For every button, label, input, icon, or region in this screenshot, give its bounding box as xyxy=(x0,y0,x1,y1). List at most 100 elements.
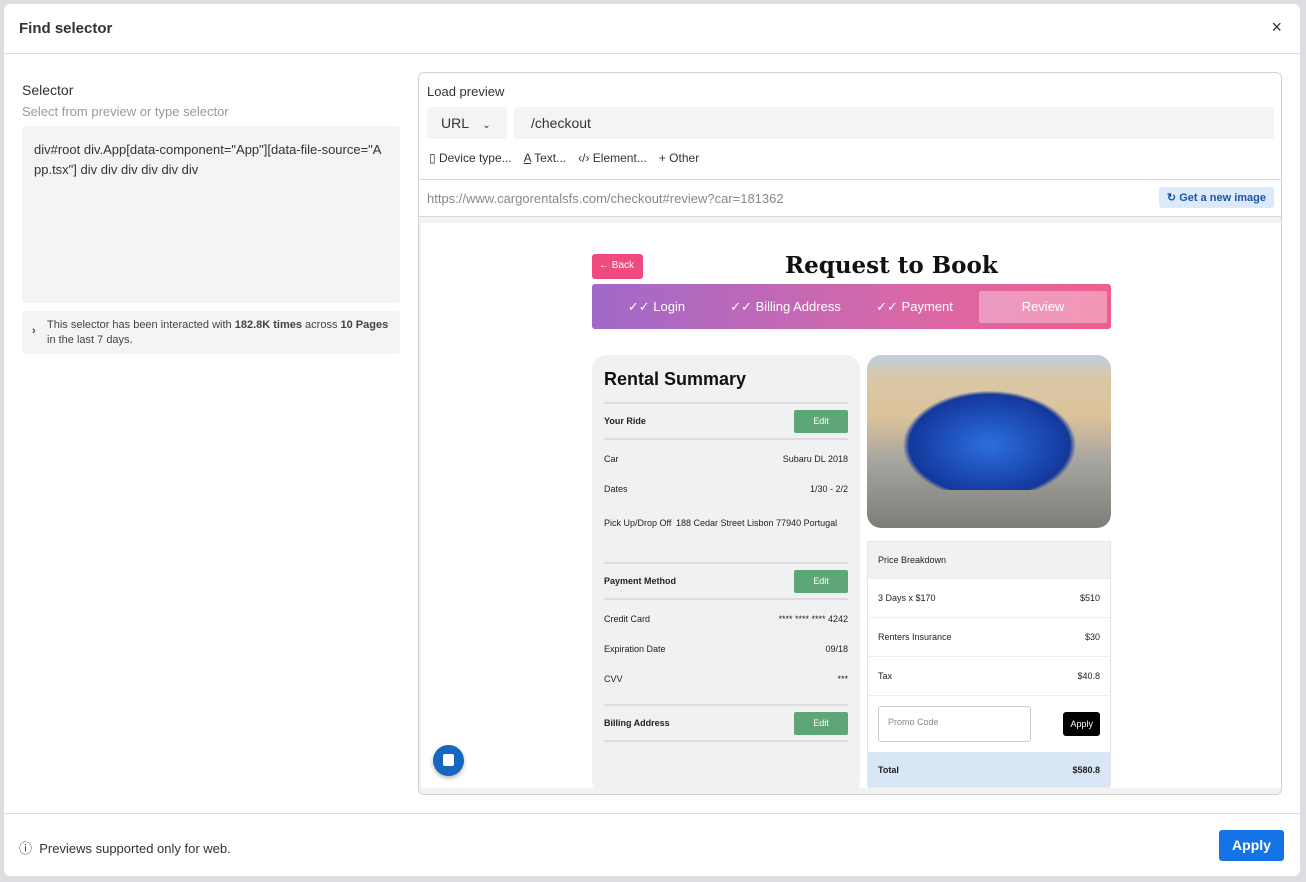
total-label: Total xyxy=(878,764,899,775)
info-text: in the last 7 days. xyxy=(47,334,133,346)
preview-frame: ← Back Request to Book ✓✓ Login ✓✓ Billi… xyxy=(419,217,1281,794)
row-value: 188 Cedar Street Lisbon 77940 Portugal xyxy=(676,518,838,528)
info-text: across xyxy=(301,319,341,331)
promo-row: Promo Code Apply xyxy=(868,696,1110,752)
preview-page[interactable]: ← Back Request to Book ✓✓ Login ✓✓ Billi… xyxy=(421,223,1281,788)
step-label: Payment xyxy=(901,298,953,314)
price-value: $40.8 xyxy=(1077,671,1100,681)
load-preview-label: Load preview xyxy=(427,84,505,99)
preview-panel: Load preview URL ⌄ /checkout ▯ Device ty… xyxy=(418,72,1282,795)
refresh-icon: ↻ xyxy=(1166,192,1177,204)
dialog-header: Find selector × xyxy=(4,4,1300,54)
promo-apply-button[interactable]: Apply xyxy=(1063,712,1100,736)
chat-icon[interactable] xyxy=(433,745,464,776)
back-label: Back xyxy=(611,260,635,271)
price-row: Tax $40.8 xyxy=(868,657,1110,696)
selector-usage-info[interactable]: › This selector has been interacted with… xyxy=(22,311,400,354)
chevron-right-icon[interactable]: › xyxy=(32,325,36,337)
option-label: Device type... xyxy=(438,151,512,165)
edit-billing-button[interactable]: Edit xyxy=(794,711,848,735)
device-type-option[interactable]: ▯ Device type... xyxy=(429,151,512,165)
rental-summary: Rental Summary Your Ride Edit Car Subaru D… xyxy=(592,355,860,788)
price-row: 3 Days x $170 $510 xyxy=(868,579,1110,618)
element-option[interactable]: ‹/› Element... xyxy=(578,151,647,165)
your-ride-section: Your Ride Edit xyxy=(604,402,848,440)
row-label: Car xyxy=(604,454,619,464)
get-new-image-button[interactable]: ↻ Get a new image xyxy=(1158,187,1274,208)
price-header: Price Breakdown xyxy=(868,542,1110,579)
info-icon: ⓘ xyxy=(19,841,33,856)
back-button[interactable]: ← Back xyxy=(592,254,643,279)
price-label: 3 Days x $170 xyxy=(878,593,936,603)
summary-title: Rental Summary xyxy=(604,369,747,389)
text-option[interactable]: A Text... xyxy=(523,151,567,165)
info-pages: 10 Pages xyxy=(340,319,389,331)
apply-button[interactable]: Apply xyxy=(1219,830,1284,861)
step-label: Login xyxy=(653,298,686,314)
step-review[interactable]: Review xyxy=(979,290,1107,323)
close-icon[interactable]: × xyxy=(1271,17,1282,37)
chevron-down-icon: ⌄ xyxy=(482,120,491,131)
step-payment[interactable]: ✓✓ Payment xyxy=(876,298,953,314)
row-pickup: Pick Up/Drop Off 188 Cedar Street Lisbon … xyxy=(604,514,848,562)
row-dates: Dates 1/30 - 2/2 xyxy=(604,484,848,514)
row-value: 09/18 xyxy=(825,644,848,654)
option-label: Element... xyxy=(592,151,647,165)
dialog-footer: ⓘ Previews supported only for web. Apply xyxy=(4,813,1300,876)
row-label: CVV xyxy=(604,674,623,684)
price-label: Renters Insurance xyxy=(878,632,952,642)
option-label: Other xyxy=(669,151,700,165)
price-row: Renters Insurance $30 xyxy=(868,618,1110,657)
info-count: 182.8K times xyxy=(234,319,302,331)
row-value: Subaru DL 2018 xyxy=(782,454,848,464)
price-value: $510 xyxy=(1079,593,1100,603)
footer-note: ⓘ Previews supported only for web. xyxy=(19,838,231,857)
row-label: Pick Up/Drop Off xyxy=(604,518,672,528)
row-label: Dates xyxy=(604,484,628,494)
payment-section: Payment Method Edit xyxy=(604,562,848,600)
row-label: Expiration Date xyxy=(604,644,666,654)
price-breakdown: Price Breakdown 3 Days x $170 $510 Renter… xyxy=(867,541,1111,788)
row-cvv: CVV *** xyxy=(604,674,848,704)
price-label: Tax xyxy=(878,671,893,681)
selector-label: Selector xyxy=(22,82,74,98)
step-billing[interactable]: ✓✓ Billing Address xyxy=(730,298,841,314)
total-row: Total $580.8 xyxy=(868,752,1110,788)
path-input[interactable]: /checkout xyxy=(514,107,1274,139)
row-card: Credit Card **** **** **** 4242 xyxy=(604,614,848,644)
edit-ride-button[interactable]: Edit xyxy=(794,409,848,433)
mode-select[interactable]: URL ⌄ xyxy=(427,107,507,139)
checkout-steps: ✓✓ Login ✓✓ Billing Address ✓✓ Payment R… xyxy=(592,284,1111,329)
promo-code-input[interactable]: Promo Code xyxy=(878,706,1031,742)
footer-note-text: Previews supported only for web. xyxy=(39,841,231,856)
total-value: $580.8 xyxy=(1072,764,1100,775)
find-selector-dialog: Find selector × Selector Select from pre… xyxy=(4,4,1300,876)
row-value: 1/30 - 2/2 xyxy=(809,484,848,494)
other-option[interactable]: + Other xyxy=(658,151,700,165)
selector-textarea[interactable]: div#root div.App[data-component="App"][d… xyxy=(22,126,400,303)
row-car: Car Subaru DL 2018 xyxy=(604,454,848,484)
row-value: *** xyxy=(837,674,848,684)
url-bar: https://www.cargorentalsfs.com/checkout#… xyxy=(419,179,1281,217)
section-title: Your Ride xyxy=(604,416,646,426)
preview-options: ▯ Device type... A Text... ‹/› Element..… xyxy=(429,151,699,165)
billing-section: Billing Address Edit xyxy=(604,704,848,742)
price-value: $30 xyxy=(1084,632,1100,642)
full-url: https://www.cargorentalsfs.com/checkout#… xyxy=(427,191,784,206)
page-title: Request to Book xyxy=(785,252,998,279)
info-text: This selector has been interacted with xyxy=(47,319,235,331)
dialog-title: Find selector xyxy=(19,20,113,37)
edit-payment-button[interactable]: Edit xyxy=(794,569,848,593)
option-label: Text... xyxy=(534,151,567,165)
row-exp: Expiration Date 09/18 xyxy=(604,644,848,674)
selector-hint: Select from preview or type selector xyxy=(22,104,229,119)
row-value: **** **** **** 4242 xyxy=(778,614,848,624)
button-label: Get a new image xyxy=(1179,192,1266,204)
car-image xyxy=(867,355,1111,528)
step-label: Billing Address xyxy=(755,298,841,314)
section-title: Billing Address xyxy=(604,718,670,728)
section-title: Payment Method xyxy=(604,576,677,586)
step-login[interactable]: ✓✓ Login xyxy=(627,298,686,314)
row-label: Credit Card xyxy=(604,614,651,624)
mode-value: URL xyxy=(441,115,469,131)
